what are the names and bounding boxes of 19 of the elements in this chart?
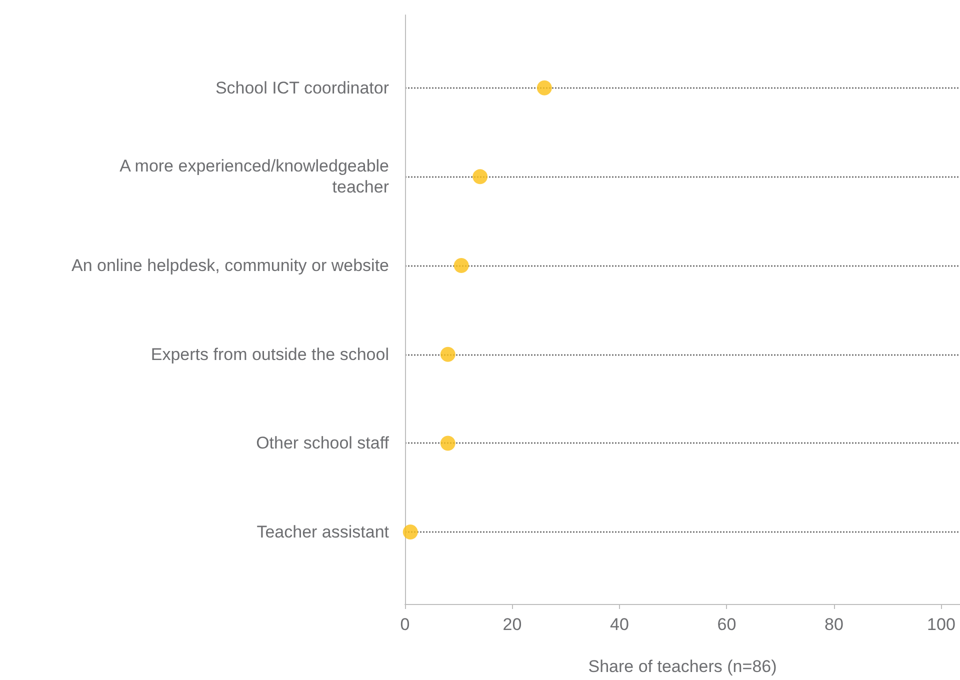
point	[402, 524, 418, 540]
point	[536, 80, 552, 96]
point	[454, 258, 469, 274]
x-tick-label: 20	[502, 615, 522, 634]
y-tick-label: A more experienced/knowledgeable teacher	[120, 156, 390, 197]
y-tick-label: Experts from outside the school	[150, 344, 389, 364]
point	[440, 346, 456, 362]
point	[472, 169, 488, 184]
y-tick-label: Teacher assistant	[256, 522, 390, 542]
x-tick-label: 80	[824, 615, 844, 634]
x-tick-label: 0	[400, 615, 410, 634]
x-tick-label: 40	[610, 615, 629, 634]
y-tick-label: Other school staff	[256, 434, 390, 453]
y-tick-label: School ICT coordinator	[215, 78, 390, 98]
y-tick-label: An online helpdesk, community or website	[72, 256, 389, 276]
x-tick-label: 100	[927, 615, 956, 634]
x-tick-label: 60	[717, 615, 736, 634]
x-axis-title: Share of teachers (n=86)	[588, 657, 777, 676]
point	[440, 436, 456, 451]
